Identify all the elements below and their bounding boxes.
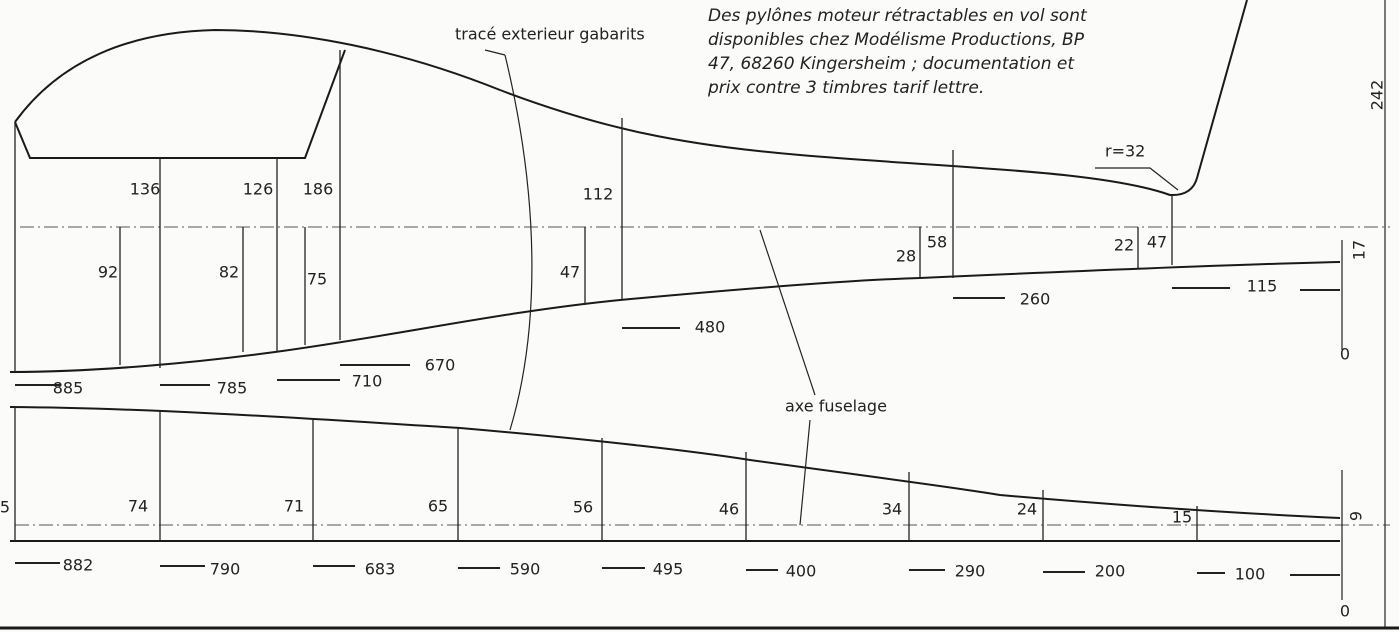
radius-label: r=32	[1105, 142, 1145, 161]
dimension-label: 112	[583, 185, 614, 204]
axis-label: axe fuselage	[785, 397, 887, 416]
dimension-label: 34	[882, 500, 902, 519]
dimension-label: 47	[560, 263, 580, 282]
dimension-label: 136	[130, 180, 161, 199]
dimension-label: 5	[0, 498, 10, 517]
dimension-label: 58	[927, 233, 947, 252]
dimension-label: 115	[1247, 277, 1278, 296]
dimension-label: 260	[1020, 290, 1051, 309]
dimension-label: 0	[1340, 345, 1350, 364]
dimension-label: 92	[98, 263, 118, 282]
dimension-label: 47	[1147, 233, 1167, 252]
background	[0, 0, 1399, 632]
dimension-label: 790	[210, 560, 241, 579]
dimension-label: 882	[63, 556, 94, 575]
dimension-label: 885	[53, 379, 84, 398]
dimension-label: 590	[510, 560, 541, 579]
dimension-label: 22	[1114, 236, 1134, 255]
dimension-label: 290	[955, 562, 986, 581]
dimension-label: 785	[217, 379, 248, 398]
dimension-label: 46	[719, 500, 739, 519]
dimension-label: 0	[1340, 602, 1350, 621]
note-line: 47, 68260 Kingersheim ; documentation et	[708, 54, 1075, 74]
dimension-label: 17	[1350, 240, 1369, 260]
outline-label: tracé exterieur gabarits	[455, 25, 645, 44]
dimension-label: 242	[1368, 80, 1387, 111]
dimension-label: 15	[1172, 508, 1192, 527]
dimension-label: 400	[786, 562, 817, 581]
dimension-label: 710	[352, 372, 383, 391]
note-line: disponibles chez Modélisme Productions, …	[708, 30, 1085, 50]
dimension-label: 186	[303, 180, 334, 199]
dimension-label: 480	[695, 318, 726, 337]
dimension-label: 100	[1235, 565, 1266, 584]
dimension-label: 74	[128, 497, 148, 516]
dimension-label: 126	[243, 180, 274, 199]
dimension-label: 75	[307, 270, 327, 289]
dimension-label: 82	[219, 263, 239, 282]
drawing: Des pylônes moteur rétractables en vol s…	[0, 0, 1399, 632]
dimension-label: 28	[896, 247, 916, 266]
dimension-label: 24	[1017, 500, 1037, 519]
note-line: Des pylônes moteur rétractables en vol s…	[708, 6, 1088, 26]
dimension-label: 200	[1095, 562, 1126, 581]
note-line: prix contre 3 timbres tarif lettre.	[707, 78, 984, 98]
dimension-label: 495	[653, 560, 684, 579]
dimension-label: 9	[1347, 511, 1366, 521]
dimension-label: 683	[365, 560, 396, 579]
dimension-label: 56	[573, 498, 593, 517]
dimension-label: 670	[425, 356, 456, 375]
dimension-label: 65	[428, 497, 448, 516]
dimension-label: 71	[284, 497, 304, 516]
